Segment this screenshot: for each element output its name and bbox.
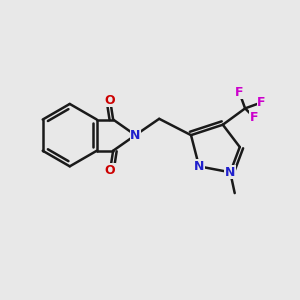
- Text: F: F: [257, 96, 266, 109]
- Text: O: O: [105, 164, 116, 177]
- Text: O: O: [105, 94, 116, 107]
- Text: N: N: [130, 129, 141, 142]
- Text: N: N: [225, 166, 236, 179]
- Text: N: N: [194, 160, 204, 173]
- Text: F: F: [250, 111, 258, 124]
- Text: F: F: [235, 85, 243, 98]
